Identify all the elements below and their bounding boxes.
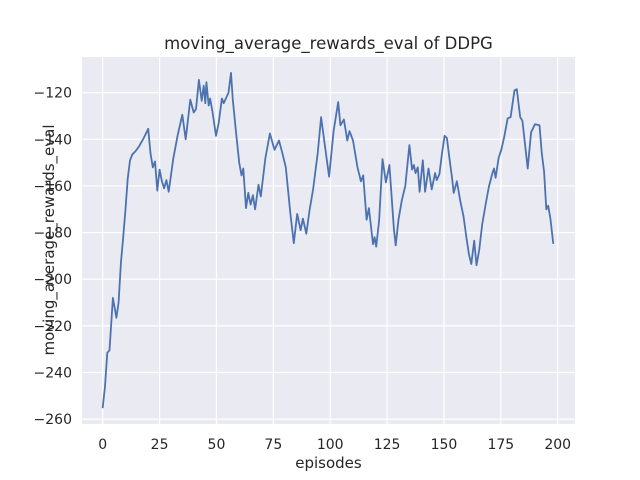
- x-tick-label: 100: [317, 437, 344, 453]
- y-axis-label: moving_average_rewards_eval: [40, 124, 58, 356]
- x-tick-label: 25: [151, 437, 169, 453]
- y-tick-label: −260: [34, 412, 72, 428]
- x-tick-label: 75: [264, 437, 282, 453]
- y-tick-label: −220: [34, 319, 72, 335]
- plot-area: [82, 57, 575, 424]
- x-tick-label: 150: [431, 437, 458, 453]
- x-tick-label: 0: [98, 437, 107, 453]
- x-axis-label: episodes: [295, 454, 362, 472]
- y-tick-label: −200: [34, 272, 72, 288]
- x-tick-label: 50: [208, 437, 226, 453]
- y-tick-label: −160: [34, 179, 72, 195]
- y-tick-label: −240: [34, 365, 72, 381]
- x-tick-label: 200: [544, 437, 571, 453]
- chart-title: moving_average_rewards_eval of DDPG: [164, 34, 493, 53]
- x-tick-label: 175: [487, 437, 514, 453]
- x-tick-label: 125: [374, 437, 401, 453]
- reward-line: [101, 72, 555, 409]
- y-tick-label: −120: [34, 86, 72, 102]
- y-tick-label: −180: [34, 226, 72, 242]
- y-tick-label: −140: [34, 132, 72, 148]
